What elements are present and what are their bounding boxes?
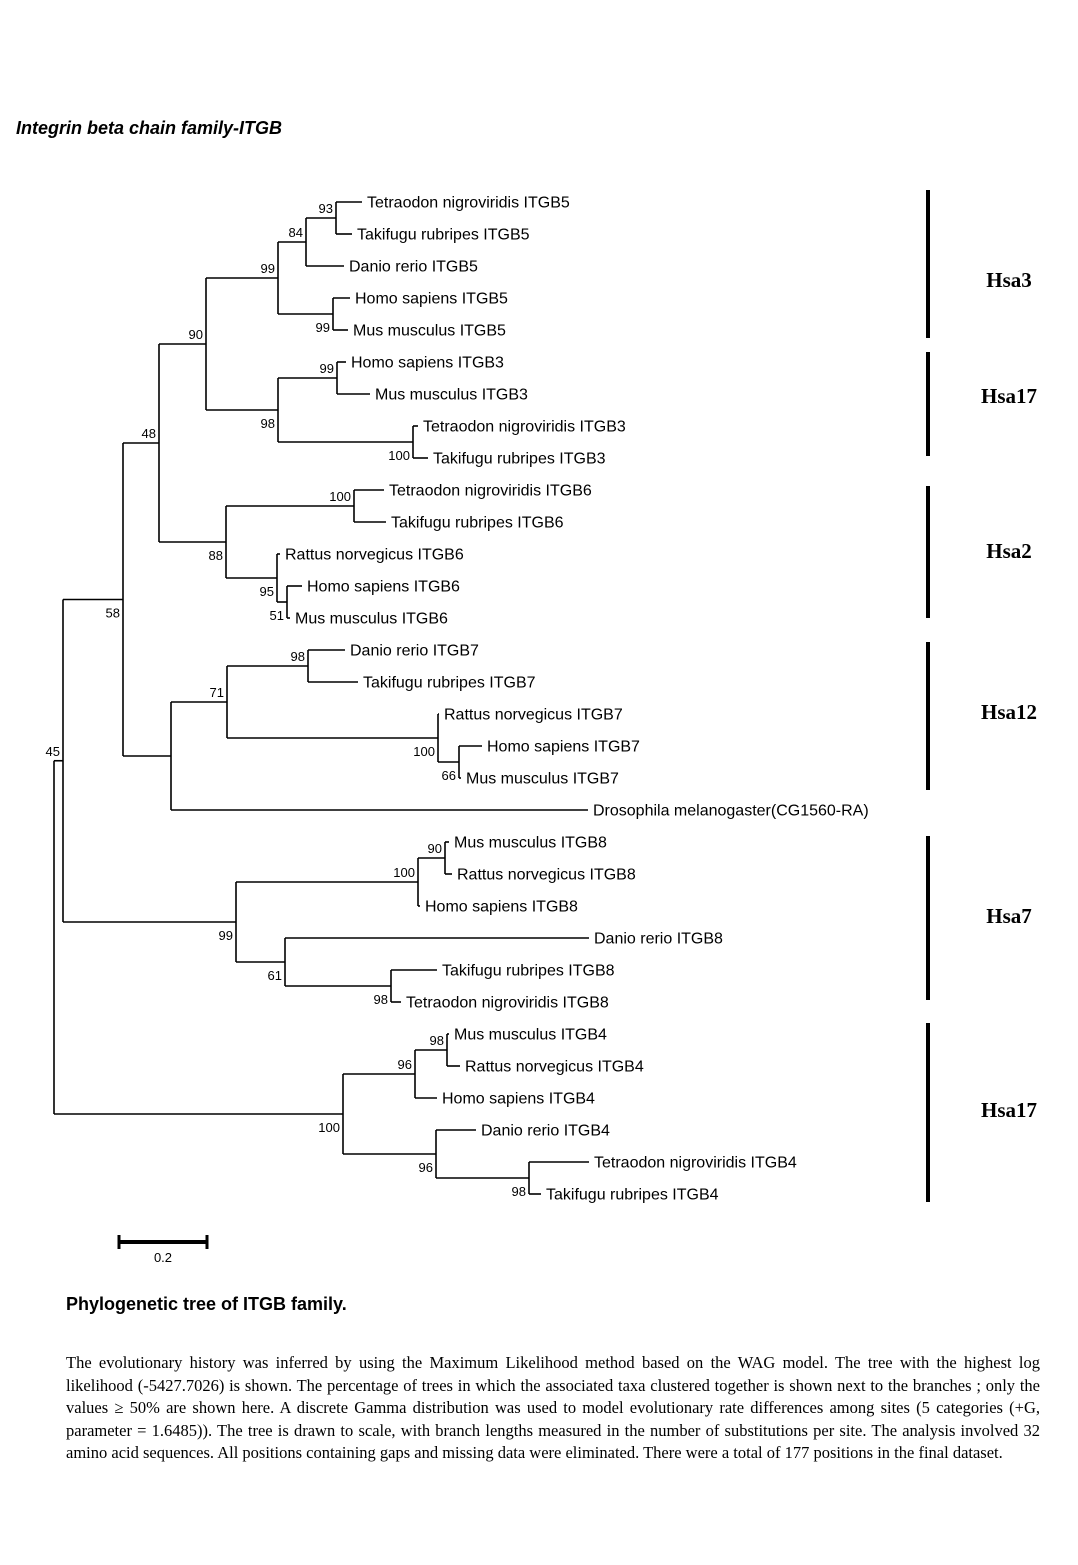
bootstrap-value: 88 — [209, 548, 223, 563]
taxon-label: Rattus norvegicus ITGB7 — [444, 707, 623, 724]
taxon-label: Danio rerio ITGB7 — [350, 643, 479, 660]
taxon-label: Rattus norvegicus ITGB8 — [457, 867, 636, 884]
taxon-label: Takifugu rubripes ITGB4 — [546, 1187, 719, 1204]
scale-bar-label: 0.2 — [154, 1250, 172, 1265]
taxon-label: Drosophila melanogaster(CG1560-RA) — [593, 803, 869, 820]
bootstrap-value: 71 — [210, 685, 224, 700]
bootstrap-value: 58 — [106, 606, 120, 621]
group-label: Hsa3 — [986, 268, 1032, 292]
bootstrap-value: 100 — [388, 448, 410, 463]
bootstrap-value: 100 — [318, 1120, 340, 1135]
bootstrap-value: 98 — [374, 992, 388, 1007]
bootstrap-value: 98 — [430, 1033, 444, 1048]
taxon-label: Homo sapiens ITGB8 — [425, 899, 578, 916]
taxon-label: Takifugu rubripes ITGB7 — [363, 675, 536, 692]
taxon-label: Mus musculus ITGB4 — [454, 1027, 607, 1044]
taxon-label: Takifugu rubripes ITGB8 — [442, 963, 615, 980]
bootstrap-value: 99 — [316, 320, 330, 335]
bootstrap-value: 48 — [142, 426, 156, 441]
group-label: Hsa2 — [986, 539, 1032, 563]
taxon-label: Homo sapiens ITGB6 — [307, 579, 460, 596]
bootstrap-value: 98 — [261, 416, 275, 431]
taxon-label: Tetraodon nigroviridis ITGB4 — [594, 1155, 797, 1172]
bootstrap-value: 96 — [419, 1160, 433, 1175]
taxon-label: Homo sapiens ITGB4 — [442, 1091, 595, 1108]
bootstrap-value: 61 — [268, 968, 282, 983]
taxon-label: Homo sapiens ITGB5 — [355, 291, 508, 308]
bootstrap-value: 100 — [329, 489, 351, 504]
taxon-label: Mus musculus ITGB5 — [353, 323, 506, 340]
bootstrap-value: 84 — [289, 225, 303, 240]
group-label: Hsa12 — [981, 700, 1037, 724]
bootstrap-value: 99 — [261, 261, 275, 276]
group-label: Hsa17 — [981, 384, 1037, 408]
group-label: Hsa17 — [981, 1098, 1037, 1122]
bootstrap-value: 90 — [428, 841, 442, 856]
bootstrap-value: 96 — [398, 1057, 412, 1072]
taxon-label: Homo sapiens ITGB7 — [487, 739, 640, 756]
taxon-label: Mus musculus ITGB6 — [295, 611, 448, 628]
taxon-label: Danio rerio ITGB5 — [349, 259, 478, 276]
phylogenetic-tree: Tetraodon nigroviridis ITGB5 Takifugu rub… — [46, 190, 1037, 1265]
bootstrap-value: 90 — [189, 327, 203, 342]
taxon-label: Homo sapiens ITGB3 — [351, 355, 504, 372]
bootstrap-value: 98 — [512, 1184, 526, 1199]
taxon-label: Mus musculus ITGB7 — [466, 771, 619, 788]
bootstrap-value: 99 — [320, 361, 334, 376]
taxon-label: Tetraodon nigroviridis ITGB3 — [423, 419, 626, 436]
caption-title: Phylogenetic tree of ITGB family. — [66, 1294, 347, 1314]
taxon-label: Takifugu rubripes ITGB6 — [391, 515, 564, 532]
taxon-label: Rattus norvegicus ITGB6 — [285, 547, 464, 564]
bootstrap-value: 45 — [46, 744, 60, 759]
taxon-label: Rattus norvegicus ITGB4 — [465, 1059, 644, 1076]
taxon-label: Takifugu rubripes ITGB5 — [357, 227, 530, 244]
bootstrap-value: 51 — [270, 608, 284, 623]
figure-heading: Integrin beta chain family-ITGB — [16, 118, 283, 138]
taxon-label: Tetraodon nigroviridis ITGB6 — [389, 483, 592, 500]
bootstrap-value: 95 — [260, 584, 274, 599]
taxon-label: Tetraodon nigroviridis ITGB5 — [367, 195, 570, 212]
taxon-label: Mus musculus ITGB3 — [375, 387, 528, 404]
taxon-label: Takifugu rubripes ITGB3 — [433, 451, 606, 468]
bootstrap-value: 99 — [219, 928, 233, 943]
group-label: Hsa7 — [986, 904, 1032, 928]
bootstrap-value: 93 — [319, 201, 333, 216]
bootstrap-value: 98 — [291, 649, 305, 664]
taxon-label: Danio rerio ITGB8 — [594, 931, 723, 948]
taxon-label: Danio rerio ITGB4 — [481, 1123, 610, 1140]
taxon-label: Mus musculus ITGB8 — [454, 835, 607, 852]
bootstrap-value: 66 — [442, 768, 456, 783]
bootstrap-value: 100 — [393, 865, 415, 880]
bootstrap-value: 100 — [413, 744, 435, 759]
taxon-label: Tetraodon nigroviridis ITGB8 — [406, 995, 609, 1012]
caption-text: The evolutionary history was inferred by… — [66, 1353, 1040, 1462]
